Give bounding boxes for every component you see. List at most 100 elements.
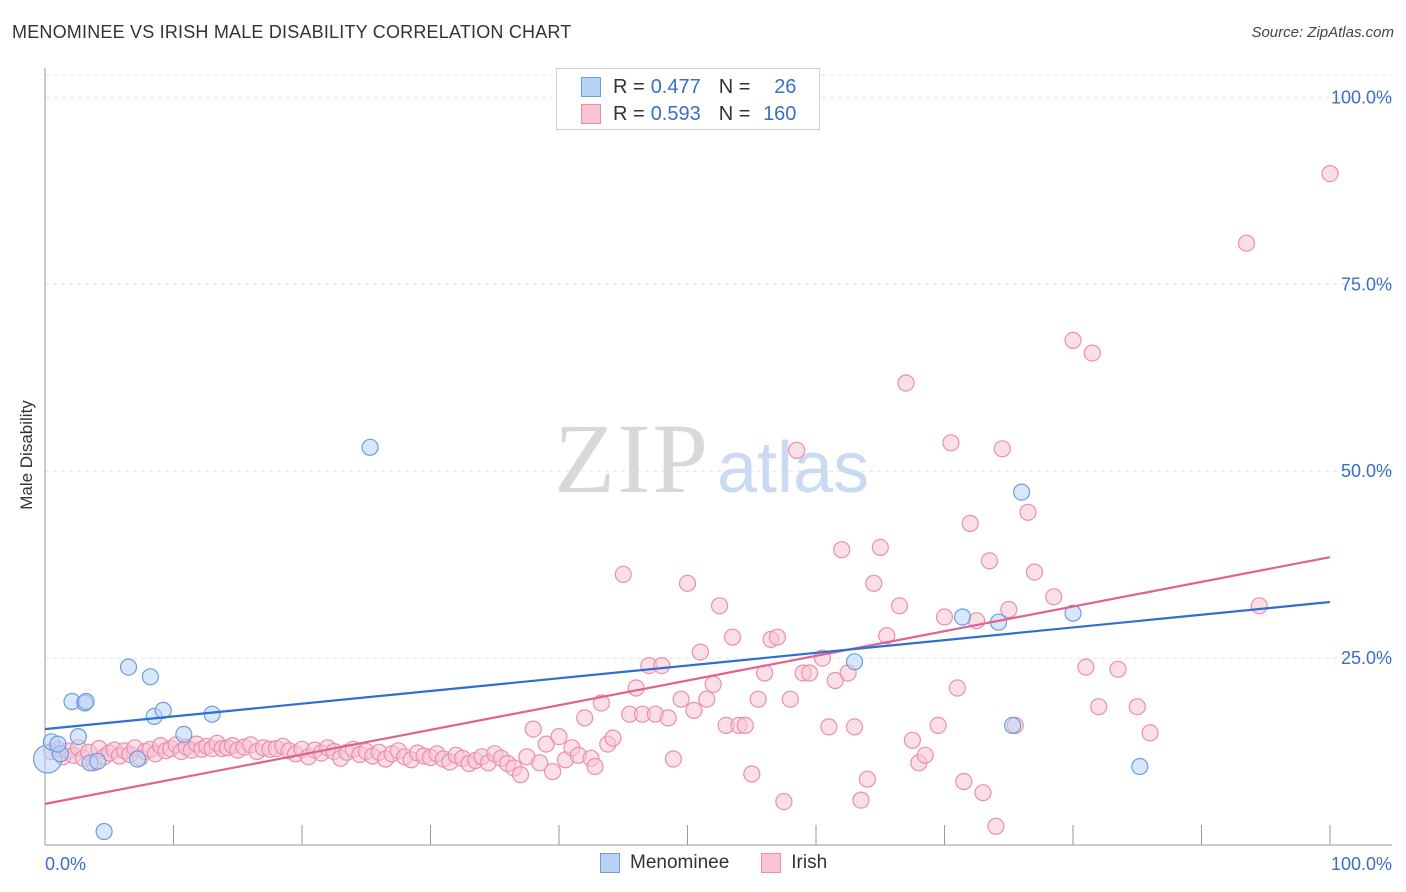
irish-point: [1045, 588, 1063, 606]
irish-point: [1025, 563, 1044, 581]
r-label: R =: [613, 75, 645, 98]
axes-layer: [44, 68, 1392, 846]
irish-point: [897, 374, 915, 392]
irish-point: [672, 690, 690, 708]
legend-item-menominee[interactable]: Menominee: [600, 852, 729, 874]
irish-point: [736, 716, 754, 735]
irish-point: [768, 628, 787, 646]
irish-point: [1090, 698, 1108, 716]
irish-point: [1019, 503, 1037, 521]
legend-item-irish[interactable]: Irish: [761, 852, 827, 874]
menominee-point: [361, 438, 379, 456]
legend-label-irish: Irish: [791, 852, 828, 873]
menominee-swatch: [581, 77, 601, 97]
menominee-point: [845, 653, 864, 671]
irish-point: [1109, 660, 1127, 678]
menominee-point: [953, 608, 972, 626]
menominee-point: [128, 750, 147, 768]
irish-point: [916, 746, 934, 764]
y-tick-label: 75.0%: [1341, 274, 1392, 294]
r-label: R =: [613, 102, 645, 125]
irish-point: [865, 574, 883, 592]
x-tick-label: 100.0%: [1331, 854, 1392, 874]
x-tick-label: 0.0%: [45, 854, 86, 874]
watermark-zip: ZIP: [554, 403, 710, 514]
irish-point: [531, 754, 549, 772]
irish-point: [781, 690, 799, 708]
chart-title: MENOMINEE VS IRISH MALE DISABILITY CORRE…: [12, 22, 572, 42]
irish-point: [614, 565, 632, 584]
irish-point: [775, 792, 793, 811]
grid-layer: [45, 74, 1392, 659]
source-credit: Source: ZipAtlas.com: [1251, 24, 1394, 41]
irish-point: [698, 690, 716, 708]
irish-point: [1083, 344, 1101, 362]
irish-point: [704, 675, 722, 693]
trend-layer: [44, 556, 1331, 805]
irish-point: [871, 538, 889, 557]
menominee-trend-line: [44, 600, 1331, 731]
irish-point: [1128, 698, 1146, 716]
irish-point: [929, 716, 947, 735]
menominee-swatch: [600, 853, 620, 873]
menominee-point: [95, 822, 113, 841]
irish-point: [1000, 600, 1018, 619]
menominee-point: [49, 735, 67, 753]
n-label: N =: [718, 102, 751, 125]
irish-point: [664, 750, 683, 768]
irish-point: [710, 597, 729, 615]
y-tick-label: 25.0%: [1341, 648, 1392, 668]
irish-point: [1237, 234, 1256, 252]
y-tick-label: 100.0%: [1331, 87, 1392, 107]
legend-row-irish: R = 0.593 N = 160: [581, 102, 796, 126]
irish-point: [537, 735, 555, 753]
menominee-point: [1012, 483, 1031, 501]
irish-point: [942, 434, 960, 452]
menominee-point: [1131, 757, 1149, 776]
irish-point: [788, 441, 806, 459]
y-tick-label: 50.0%: [1341, 461, 1392, 481]
irish-point: [749, 690, 767, 708]
irish-point: [974, 784, 992, 802]
irish-point: [1321, 165, 1339, 183]
irish-point: [678, 574, 697, 592]
irish-point: [903, 731, 922, 749]
r-value-menominee: 0.477: [650, 75, 701, 98]
tick-labels: 25.0% 50.0% 75.0% 100.0% 0.0% 100.0%: [45, 87, 1392, 874]
irish-point: [653, 656, 671, 675]
irish-point: [826, 671, 844, 690]
irish-point: [948, 679, 966, 697]
irish-point: [993, 440, 1011, 458]
irish-point: [935, 608, 954, 626]
irish-point: [980, 552, 999, 570]
irish-point: [685, 701, 703, 720]
irish-point: [1064, 331, 1082, 349]
irish-swatch: [761, 853, 782, 873]
watermark-atlas: atlas: [717, 428, 869, 508]
irish-point: [1250, 597, 1268, 615]
irish-point: [586, 757, 604, 776]
irish-point: [878, 627, 896, 645]
irish-point: [592, 694, 611, 712]
irish-point: [627, 679, 645, 697]
menominee-point: [141, 668, 159, 686]
irish-point: [576, 709, 594, 727]
irish-point: [524, 720, 542, 738]
r-value-irish: 0.593: [650, 102, 701, 125]
irish-point: [691, 643, 710, 661]
watermark: ZIP atlas: [554, 403, 869, 514]
irish-point: [723, 628, 742, 646]
n-label: N =: [718, 75, 751, 98]
menominee-point: [69, 727, 88, 746]
n-value-irish: 160: [763, 102, 797, 125]
irish-point: [955, 772, 973, 791]
legend-label-menominee: Menominee: [630, 852, 730, 873]
irish-trend-line: [44, 556, 1331, 805]
irish-point: [858, 770, 877, 788]
correlation-legend: R = 0.477 N = 26 R = 0.593 N = 160: [556, 68, 820, 130]
series-legend: Menominee Irish: [600, 852, 859, 874]
irish-point: [833, 541, 851, 559]
irish-point: [820, 718, 838, 736]
irish-point: [743, 765, 761, 783]
